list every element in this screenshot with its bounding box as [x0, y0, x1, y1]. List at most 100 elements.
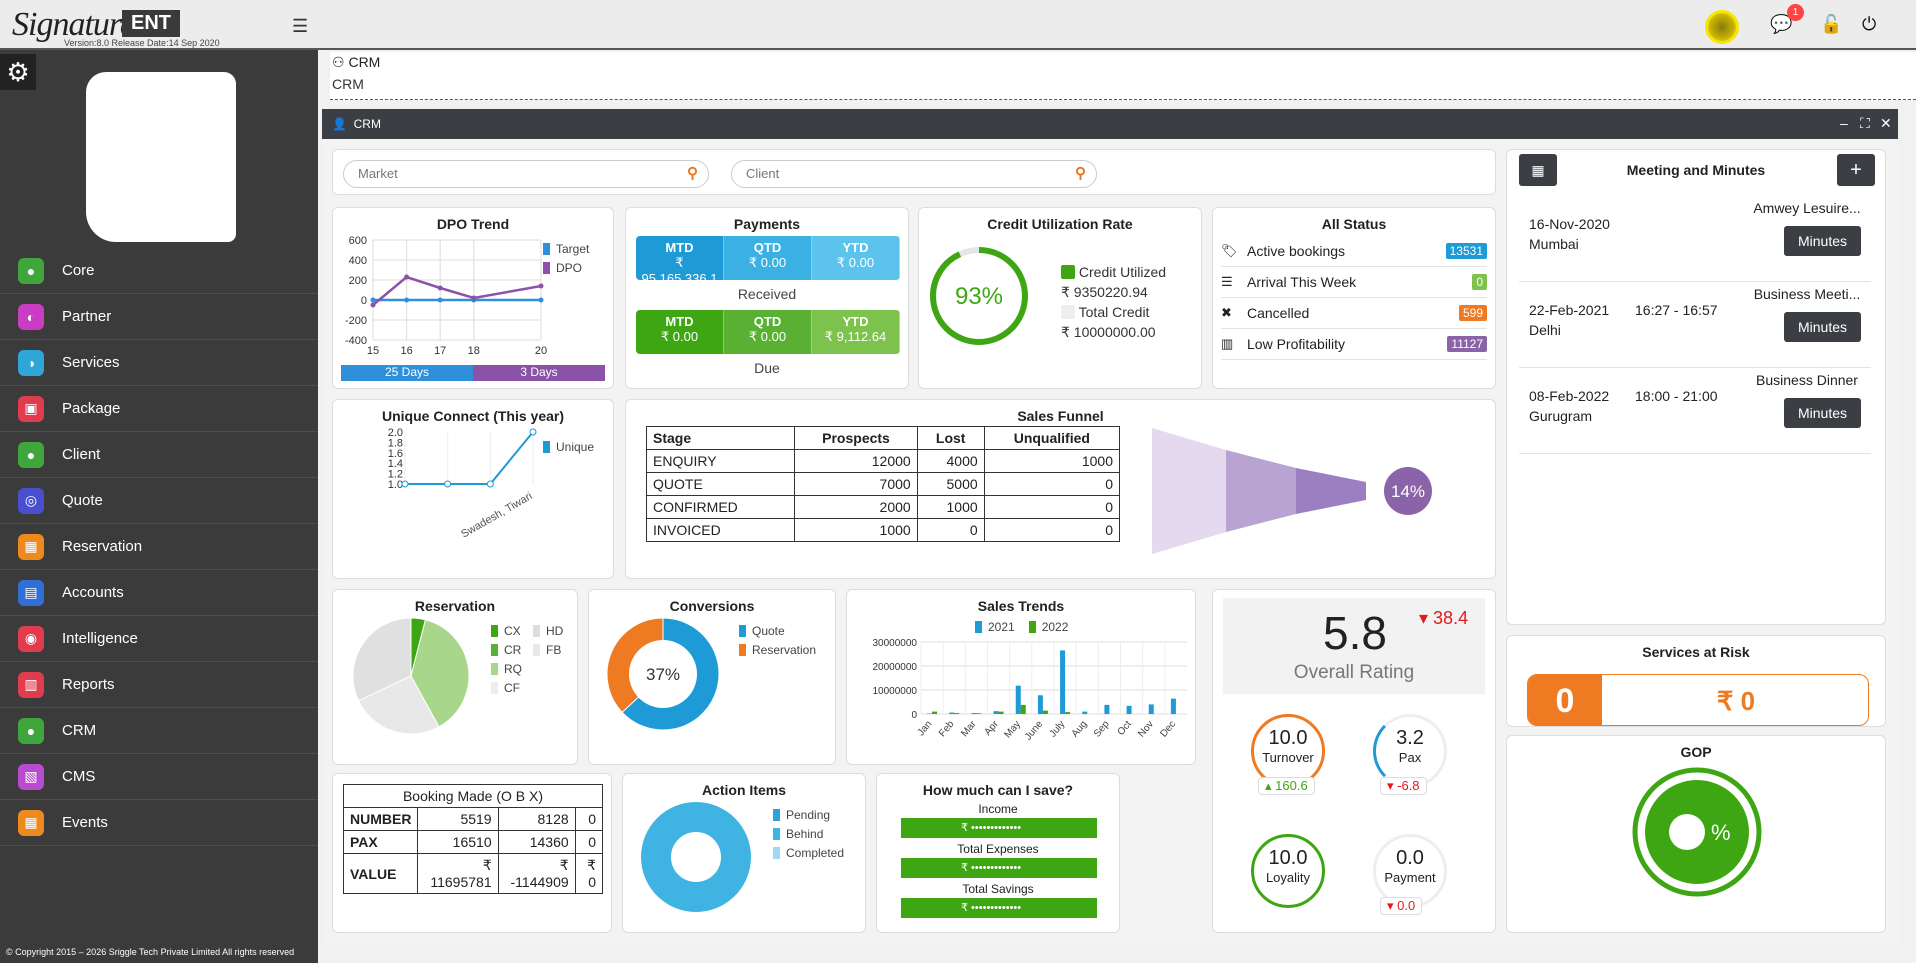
sidebar-item-quote[interactable]: ◎ Quote [0, 478, 318, 524]
table-row: QUOTE 7000 5000 0 [645, 472, 1121, 496]
y-tick: 20000000 [873, 662, 918, 673]
bar-2021-july [1060, 650, 1066, 714]
unique-legend: Unique [543, 440, 594, 454]
payments-card: Payments MTD ₹ 95,165,336.1 QTD ₹ 0.00 YTD… [625, 207, 909, 389]
received-label: Received [737, 286, 797, 302]
bar-2021-mar [971, 713, 977, 714]
due-label: Due [754, 360, 780, 376]
days-target: 25 Days [341, 365, 473, 381]
expand-icon[interactable]: ⛶ [1860, 115, 1870, 131]
breadcrumb: ⚇ CRM CRM [330, 52, 1916, 100]
bar-2021-dec [1170, 698, 1176, 714]
funnel-cell: 0 [983, 472, 1121, 496]
booking-title: Booking Made (O B X) [343, 784, 603, 808]
x-tick: Mar [959, 718, 979, 739]
close-icon[interactable]: ✕ [1880, 115, 1892, 131]
table-row: CONFIRMED 2000 1000 0 [645, 495, 1121, 519]
table-row: INVOICED 1000 0 0 [645, 518, 1121, 542]
sidebar-item-reservation[interactable]: ▦ Reservation [0, 524, 318, 570]
overall-rating-box: 5.8 ▾ 38.4 Overall Rating [1223, 598, 1485, 694]
sidebar-item-label: CRM [62, 722, 97, 739]
x-tick: Apr [982, 718, 1001, 738]
savings-card: How much can I save? Income ₹ ••••••••••… [876, 773, 1120, 933]
sidebar-item-label: Package [62, 400, 121, 417]
gear-icon[interactable]: ⚙ [0, 54, 36, 90]
turnover-circle: 10.0 Turnover ▴ 160.6 [1251, 714, 1325, 795]
reservation-pie [353, 618, 469, 734]
module-icon: ▣ [18, 395, 44, 422]
menu-icon[interactable]: ☰ [292, 16, 309, 36]
minutes-button[interactable]: Minutes [1783, 398, 1861, 428]
meeting-place: Delhi [1529, 322, 1561, 338]
bar-2022-mar [976, 713, 982, 714]
status-label: Cancelled [1247, 305, 1310, 321]
income-bar: ₹ ••••••••••••• [901, 818, 1097, 838]
status-row[interactable]: 🏷 Active bookings 13531 [1221, 236, 1487, 267]
status-row[interactable]: ✖ Cancelled 599 [1221, 298, 1487, 329]
sidebar-item-intelligence[interactable]: ◉ Intelligence [0, 616, 318, 662]
sales-trends-card: Sales Trends 2021 2022 0 10000000 20000000… [846, 589, 1196, 765]
user-avatar[interactable] [1705, 10, 1739, 44]
table-row: ENQUIRY 12000 4000 1000 [645, 449, 1121, 473]
search-icon[interactable]: ⚲ [1075, 165, 1086, 182]
power-icon[interactable]: ⏻ [1862, 14, 1877, 34]
minutes-button[interactable]: Minutes [1783, 226, 1861, 256]
y-tick: -200 [345, 315, 367, 327]
client-search[interactable]: Client ⚲ [731, 160, 1097, 188]
sidebar-item-cms[interactable]: ▧ CMS [0, 754, 318, 800]
funnel-header: Stage [645, 426, 796, 450]
sidebar-item-accounts[interactable]: ▤ Accounts [0, 570, 318, 616]
x-tick: Aug [1070, 719, 1090, 740]
table-row: VALUE ₹ 11695781 ₹ -1144909 ₹ 0 [342, 853, 604, 894]
funnel-cell: CONFIRMED [645, 495, 796, 519]
meeting-time: 16:27 - 16:57 [1635, 302, 1718, 318]
bar-2021-june [1037, 695, 1043, 714]
add-meeting-button[interactable]: + [1837, 154, 1875, 186]
module-icon: ◑ [18, 349, 44, 376]
sidebar-item-crm[interactable]: ● CRM [0, 708, 318, 754]
chat-icon[interactable]: 💬 [1770, 14, 1793, 34]
risk-amount: ₹ 0 [1716, 686, 1756, 716]
sidebar-item-events[interactable]: ▦ Events [0, 800, 318, 846]
data-point [486, 480, 494, 488]
booking-table: Booking Made (O B X) NUMBER 5519 8128 0 PAX 16… [342, 784, 604, 894]
minimize-icon[interactable]: – [1840, 115, 1848, 131]
meeting-date: 08-Feb-2022 [1529, 388, 1610, 404]
module-icon: ▦ [18, 533, 44, 560]
market-search[interactable]: Market ⚲ [343, 160, 709, 188]
all-status-title: All Status [1321, 216, 1387, 232]
sidebar-item-core[interactable]: ● Core [0, 248, 318, 294]
copyright: © Copyright 2015 – 2026 Sriggle Tech Pri… [6, 947, 295, 957]
x-tick: Oct [1115, 719, 1134, 738]
sidebar-item-label: Core [62, 262, 95, 279]
y-tick: 10000000 [873, 686, 918, 697]
status-value: 11127 [1447, 336, 1487, 352]
funnel-cell: QUOTE [645, 472, 796, 496]
risk-title: Services at Risk [1642, 644, 1750, 660]
dpo-trend-card: DPO Trend -400 -200 0 200 400 600 15 16 17 18 20 T… [332, 207, 614, 389]
y-tick: 1.6 [388, 448, 403, 460]
unique-chart: 1.01.21.41.61.82.0 Swadesh, Tiwari [388, 427, 537, 541]
status-row[interactable]: ☰ Arrival This Week 0 [1221, 267, 1487, 298]
status-row[interactable]: ▥ Low Profitability 11127 [1221, 329, 1487, 360]
data-point [538, 297, 544, 303]
unique-connect-card: Unique Connect (This year) 1.0 1.2 1.4 1.6 1… [332, 399, 614, 579]
notification-badge: 1 [1787, 4, 1804, 21]
funnel-cell: 0 [983, 495, 1121, 519]
sidebar-item-partner[interactable]: ◐ Partner [0, 294, 318, 340]
tag-icon: 🏷 [1221, 243, 1238, 258]
sidebar-item-client[interactable]: ● Client [0, 432, 318, 478]
minutes-button[interactable]: Minutes [1783, 312, 1861, 342]
status-label: Arrival This Week [1247, 274, 1357, 290]
search-icon[interactable]: ⚲ [687, 165, 698, 182]
pie-slice-cr [410, 619, 469, 728]
savings-title: How much can I save? [922, 782, 1074, 798]
sidebar-item-package[interactable]: ▣ Package [0, 386, 318, 432]
booking-cell: ₹ 0 [574, 853, 604, 894]
sidebar-item-services[interactable]: ◑ Services [0, 340, 318, 386]
funnel-table: Stage Prospects Lost Unqualified ENQUIRY 1200… [645, 426, 1121, 542]
meetings-title: Meeting and Minutes [1626, 162, 1766, 178]
sidebar-item-reports[interactable]: ▥ Reports [0, 662, 318, 708]
calendar-icon[interactable]: ▦ [1519, 154, 1557, 186]
lock-icon[interactable]: 🔓 [1820, 14, 1843, 34]
